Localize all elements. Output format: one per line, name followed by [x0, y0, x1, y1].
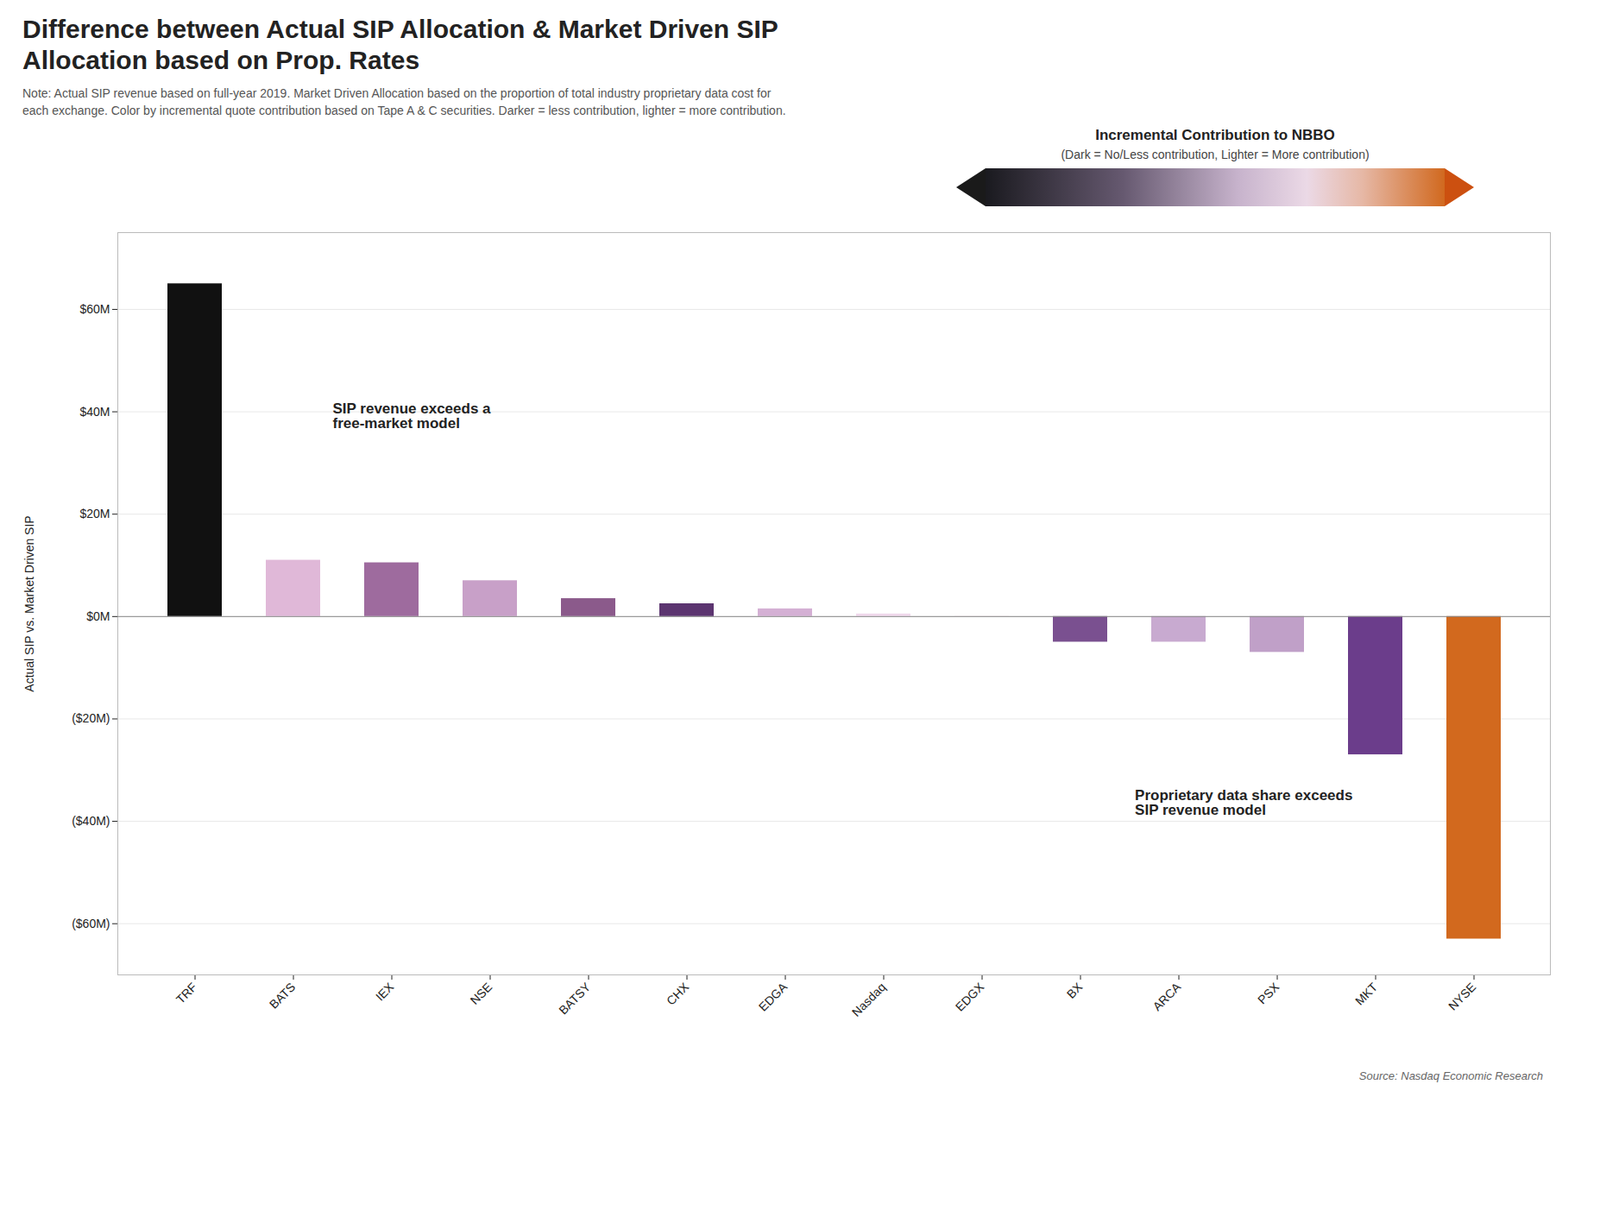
- svg-text:SIP revenue exceeds afree-mark: SIP revenue exceeds afree-market model: [333, 400, 492, 432]
- html-text:Incremental Contribution to NB: Incremental Contribution to NBBO: [1095, 126, 1335, 143]
- html-text:Difference between Actual SIP: Difference between Actual SIP Allocation…: [22, 14, 779, 44]
- svg-text:NSE: NSE: [467, 979, 496, 1008]
- svg-text:Actual SIP vs. Market Driven S: Actual SIP vs. Market Driven SIP: [22, 515, 37, 692]
- svg-text:IEX: IEX: [372, 978, 397, 1003]
- svg-text:EDGX: EDGX: [952, 978, 988, 1014]
- html-text:Source: Nasdaq Economic Resear: Source: Nasdaq Economic Research: [1359, 1068, 1544, 1082]
- svg-text:Proprietary data share exceeds: Proprietary data share exceedsSIP revenu…: [1134, 786, 1353, 818]
- html-text:each exchange. Color by increm: each exchange. Color by incremental quot…: [22, 103, 786, 118]
- svg-text:CHX: CHX: [663, 978, 693, 1008]
- html-text:(Dark = No/Less contribution,: (Dark = No/Less contribution, Lighter = …: [1060, 147, 1370, 162]
- svg-text:TRF: TRF: [173, 979, 201, 1007]
- svg-text:($60M): ($60M): [71, 915, 110, 930]
- svg-text:ARCA: ARCA: [1149, 978, 1184, 1013]
- html-text:Allocation based on Prop. Rate: Allocation based on Prop. Rates: [22, 45, 420, 75]
- svg-text:$60M: $60M: [79, 302, 110, 316]
- svg-text:BX: BX: [1064, 978, 1086, 1001]
- svg-text:BATSY: BATSY: [555, 978, 594, 1017]
- svg-text:EDGA: EDGA: [755, 978, 791, 1014]
- svg-text:($40M): ($40M): [71, 813, 110, 828]
- svg-text:Nasdaq: Nasdaq: [849, 979, 889, 1019]
- svg-text:($20M): ($20M): [71, 711, 110, 725]
- svg-text:$40M: $40M: [79, 403, 110, 418]
- svg-text:$0M: $0M: [86, 608, 110, 623]
- svg-text:PSX: PSX: [1254, 978, 1283, 1007]
- svg-text:NYSE: NYSE: [1445, 979, 1479, 1013]
- svg-text:BATS: BATS: [266, 979, 298, 1011]
- svg-text:MKT: MKT: [1352, 979, 1381, 1008]
- html-text:Note: Actual SIP revenue based: Note: Actual SIP revenue based on full-y…: [22, 86, 772, 101]
- svg-text:$20M: $20M: [79, 506, 110, 521]
